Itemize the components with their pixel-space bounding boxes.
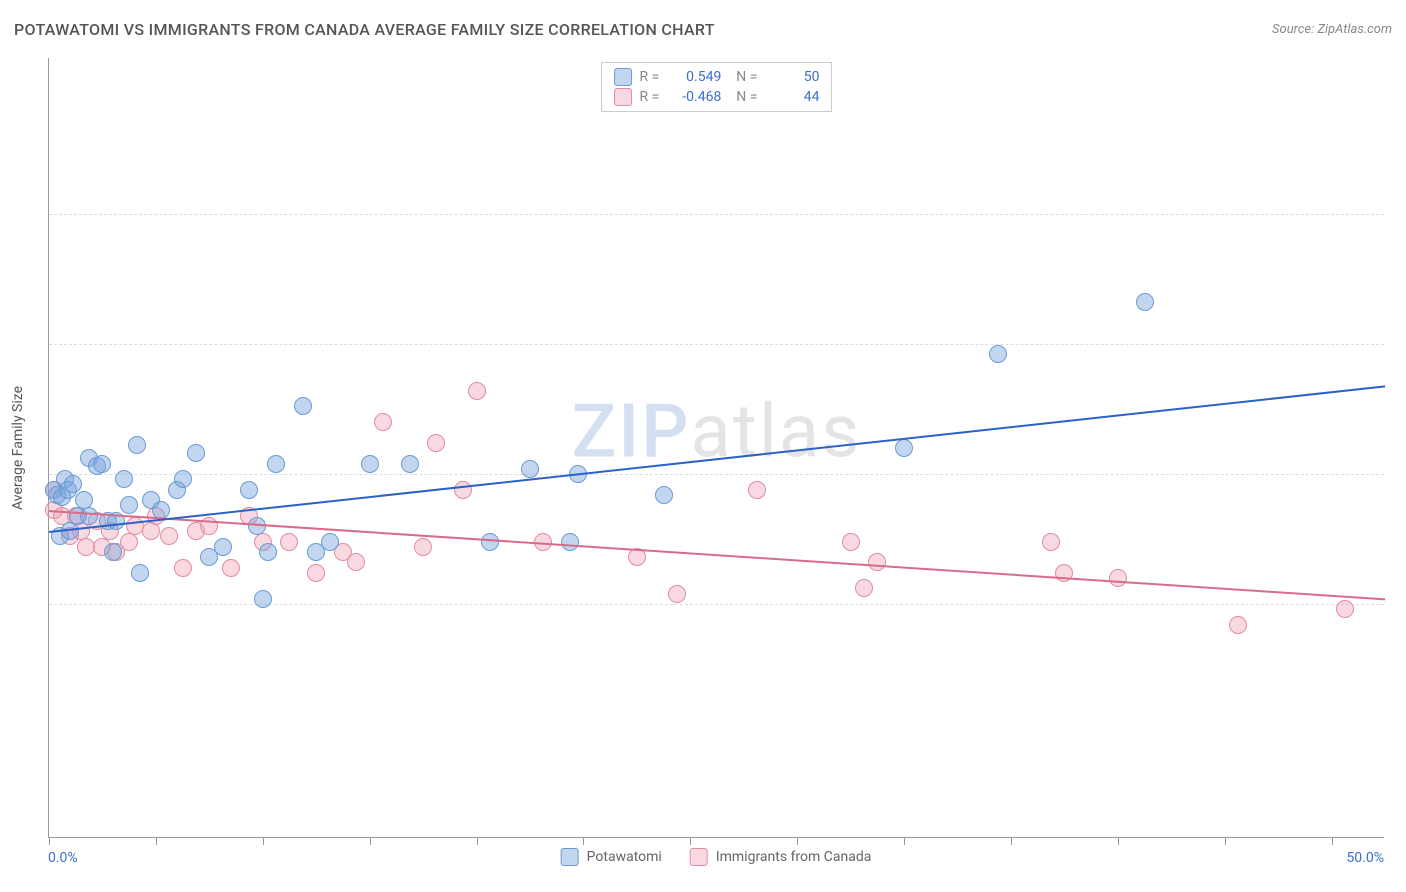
legend-label-potawatomi: Potawatomi: [587, 849, 662, 865]
scatter-point-potawatomi: [294, 397, 312, 415]
x-tick: [370, 837, 371, 845]
r-value-potawatomi: 0.549: [667, 69, 721, 85]
scatter-point-potawatomi: [259, 543, 277, 561]
x-tick: [1118, 837, 1119, 845]
gridline: [49, 474, 1384, 475]
source-name: ZipAtlas.com: [1317, 22, 1392, 37]
swatch-canada: [690, 848, 708, 866]
legend-item-potawatomi: Potawatomi: [561, 848, 662, 866]
scatter-point-canada: [842, 533, 860, 551]
scatter-point-potawatomi: [1136, 293, 1154, 311]
scatter-point-canada: [454, 481, 472, 499]
scatter-point-potawatomi: [895, 439, 913, 457]
scatter-point-canada: [855, 579, 873, 597]
n-label: N =: [729, 89, 757, 105]
scatter-point-potawatomi: [240, 481, 258, 499]
trend-line: [49, 510, 1385, 600]
scatter-point-potawatomi: [174, 470, 192, 488]
x-tick: [583, 837, 584, 845]
watermark: ZIPatlas: [572, 388, 862, 475]
x-tick: [1011, 837, 1012, 845]
x-tick: [1332, 837, 1333, 845]
swatch-canada: [614, 88, 632, 106]
scatter-point-canada: [120, 533, 138, 551]
stats-row-canada: R = -0.468 N = 44: [614, 87, 820, 107]
gridline: [49, 344, 1384, 345]
scatter-point-canada: [1042, 533, 1060, 551]
swatch-potawatomi: [614, 68, 632, 86]
scatter-point-potawatomi: [187, 444, 205, 462]
gridline: [49, 214, 1384, 215]
scatter-point-canada: [142, 522, 160, 540]
n-value-potawatomi: 50: [765, 69, 819, 85]
scatter-point-canada: [748, 481, 766, 499]
x-label-max: 50.0%: [1346, 850, 1384, 866]
scatter-point-canada: [307, 564, 325, 582]
x-tick: [477, 837, 478, 845]
n-value-canada: 44: [765, 89, 819, 105]
legend-item-canada: Immigrants from Canada: [690, 848, 872, 866]
scatter-point-potawatomi: [131, 564, 149, 582]
stats-legend: R = 0.549 N = 50 R = -0.468 N = 44: [601, 62, 833, 112]
scatter-point-potawatomi: [521, 460, 539, 478]
chart-area: Average Family Size ZIPatlas R = 0.549 N…: [48, 58, 1384, 838]
scatter-point-potawatomi: [120, 496, 138, 514]
scatter-point-potawatomi: [128, 436, 146, 454]
scatter-point-potawatomi: [115, 470, 133, 488]
scatter-point-canada: [668, 585, 686, 603]
scatter-point-canada: [1109, 569, 1127, 587]
scatter-point-canada: [347, 553, 365, 571]
scatter-point-canada: [222, 559, 240, 577]
scatter-point-canada: [468, 382, 486, 400]
x-tick: [49, 837, 50, 845]
scatter-point-canada: [414, 538, 432, 556]
r-label: R =: [640, 89, 660, 105]
chart-title: POTAWATOMI VS IMMIGRANTS FROM CANADA AVE…: [14, 20, 715, 39]
x-tick: [1225, 837, 1226, 845]
scatter-point-canada: [1229, 616, 1247, 634]
scatter-point-canada: [160, 527, 178, 545]
r-label: R =: [640, 69, 660, 85]
source-prefix: Source:: [1272, 22, 1317, 37]
plot-region: ZIPatlas R = 0.549 N = 50 R = -0.468 N =…: [48, 58, 1384, 838]
scatter-point-canada: [280, 533, 298, 551]
scatter-point-canada: [374, 413, 392, 431]
bottom-legend: Potawatomi Immigrants from Canada: [561, 848, 872, 866]
scatter-point-canada: [427, 434, 445, 452]
scatter-point-potawatomi: [104, 543, 122, 561]
y-axis-title: Average Family Size: [10, 386, 26, 510]
stats-row-potawatomi: R = 0.549 N = 50: [614, 67, 820, 87]
n-label: N =: [729, 69, 757, 85]
trend-line: [49, 386, 1385, 534]
scatter-point-potawatomi: [655, 486, 673, 504]
x-tick: [797, 837, 798, 845]
r-value-canada: -0.468: [667, 89, 721, 105]
scatter-point-potawatomi: [561, 533, 579, 551]
scatter-point-potawatomi: [214, 538, 232, 556]
watermark-right: atlas: [690, 388, 861, 475]
scatter-point-potawatomi: [93, 455, 111, 473]
legend-label-canada: Immigrants from Canada: [716, 849, 872, 865]
scatter-point-potawatomi: [267, 455, 285, 473]
x-tick: [690, 837, 691, 845]
x-label-min: 0.0%: [48, 850, 78, 866]
scatter-point-canada: [1336, 600, 1354, 618]
x-tick: [904, 837, 905, 845]
scatter-point-potawatomi: [80, 507, 98, 525]
source-credit: Source: ZipAtlas.com: [1272, 22, 1392, 37]
scatter-point-potawatomi: [989, 345, 1007, 363]
x-tick: [156, 837, 157, 845]
scatter-point-potawatomi: [401, 455, 419, 473]
x-tick: [263, 837, 264, 845]
gridline: [49, 604, 1384, 605]
scatter-point-potawatomi: [254, 590, 272, 608]
scatter-point-canada: [174, 559, 192, 577]
scatter-point-potawatomi: [361, 455, 379, 473]
chart-header: POTAWATOMI VS IMMIGRANTS FROM CANADA AVE…: [14, 20, 1392, 39]
scatter-point-potawatomi: [321, 533, 339, 551]
swatch-potawatomi: [561, 848, 579, 866]
scatter-point-canada: [868, 553, 886, 571]
